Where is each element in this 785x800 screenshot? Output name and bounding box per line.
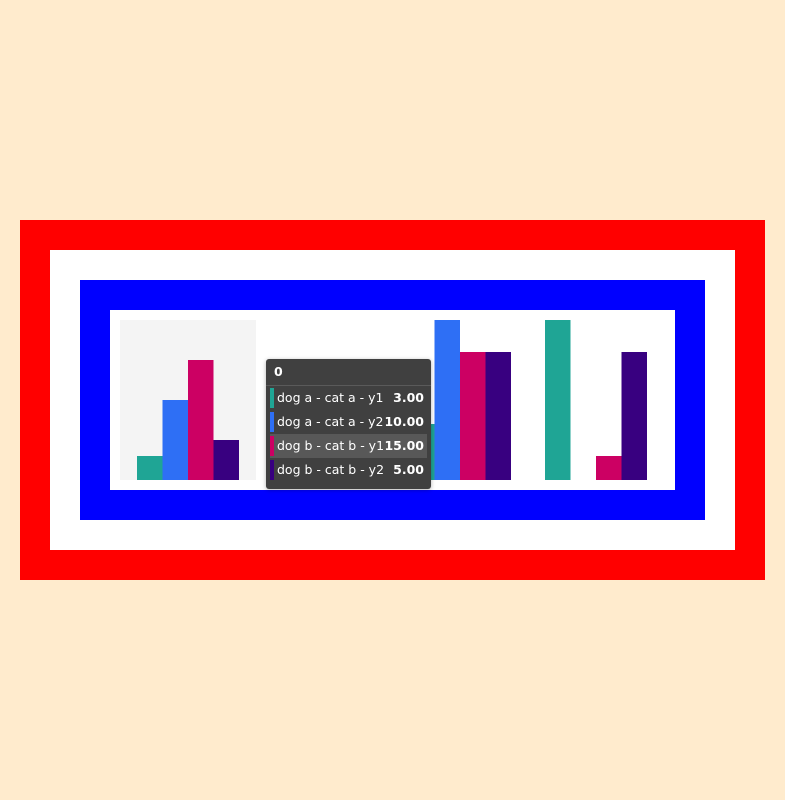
tooltip-value: 5.00 <box>393 462 424 477</box>
tooltip-value: 3.00 <box>393 390 424 405</box>
bar <box>596 456 622 480</box>
bar <box>460 352 486 480</box>
tooltip-series-name: dog a - cat a - y2 <box>277 414 384 429</box>
tooltip-series-name: dog b - cat b - y1 <box>277 438 385 453</box>
tooltip-row: dog b - cat b - y1 15.00 <box>270 434 427 458</box>
tooltip-value: 15.00 <box>384 438 424 453</box>
bar <box>485 352 511 480</box>
tooltip-title: 0 <box>266 359 431 386</box>
tooltip-row: dog b - cat b - y2 5.00 <box>270 458 427 482</box>
tooltip-row: dog a - cat a - y2 10.00 <box>270 410 427 434</box>
bar <box>621 352 647 480</box>
tooltip-swatch <box>270 460 274 480</box>
tooltip-row: dog a - cat a - y1 3.00 <box>270 386 427 410</box>
tooltip-series-name: dog a - cat a - y1 <box>277 390 384 405</box>
bar <box>545 320 571 480</box>
tooltip-swatch <box>270 436 274 456</box>
bar <box>188 360 214 480</box>
bar <box>434 320 460 480</box>
bar <box>162 400 188 480</box>
bar <box>213 440 239 480</box>
tooltip-value: 10.00 <box>384 414 424 429</box>
tooltip-swatch <box>270 412 274 432</box>
bar <box>137 456 163 480</box>
tooltip-swatch <box>270 388 274 408</box>
tooltip: 0 dog a - cat a - y1 3.00 dog a - cat a - … <box>266 359 431 489</box>
tooltip-series-name: dog b - cat b - y2 <box>277 462 385 477</box>
